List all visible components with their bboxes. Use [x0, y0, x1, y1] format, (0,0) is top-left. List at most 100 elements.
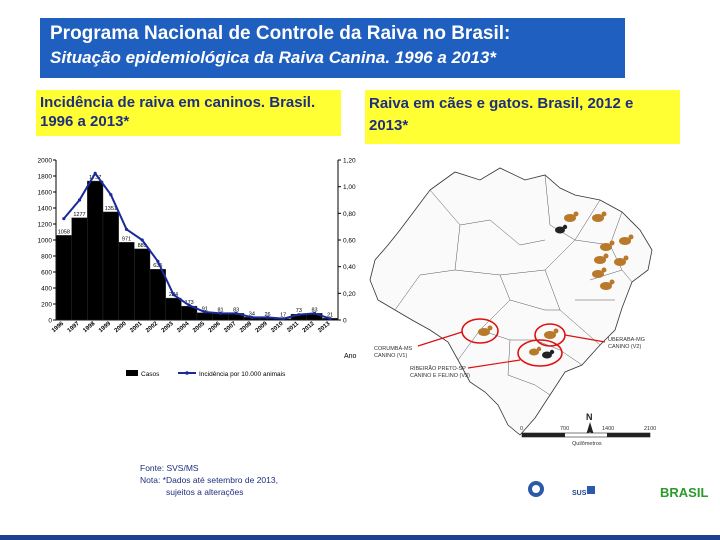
circle-ribeirao	[517, 339, 563, 367]
logo-strip: SUS BRASIL	[520, 475, 715, 505]
data-label: 83	[311, 307, 317, 313]
circle-corumba	[461, 318, 499, 344]
title-banner: Programa Nacional de Controle da Raiva n…	[40, 18, 625, 78]
incidence-point	[124, 227, 129, 231]
x-tick-label: 1999	[98, 321, 113, 335]
dog-icon	[619, 234, 634, 245]
bar	[87, 180, 104, 321]
y2-tick-label: 1,20	[343, 158, 356, 165]
x-tick-label: 1997	[67, 321, 82, 335]
cat-icons	[542, 224, 568, 359]
data-label: 1737	[89, 175, 101, 181]
y2-tick-label: 0	[343, 318, 347, 325]
svg-text:BRASIL: BRASIL	[660, 485, 708, 500]
y-tick-label: 1600	[38, 190, 53, 197]
x-tick-label: 2002	[145, 321, 160, 335]
incidence-point	[77, 198, 82, 202]
y-tick-label: 200	[41, 302, 52, 309]
brazil-map: N 0 700 1400 2100 Quilômetros CORUMBÁ-MS CANI…	[360, 150, 680, 450]
x-tick-label: 2005	[192, 321, 207, 335]
chart-panel-title: Incidência de raiva em caninos. Brasil. …	[36, 90, 341, 136]
logos-svg: SUS BRASIL	[528, 481, 708, 500]
leader-lines	[417, 331, 606, 369]
source-note: Fonte: SVS/MS Nota: *Dados até setembro …	[140, 462, 278, 498]
data-label: 73	[296, 308, 302, 314]
animal-icons	[478, 211, 634, 356]
x-tick-label: 2006	[208, 321, 223, 335]
x-tick-label: 1998	[82, 321, 97, 335]
data-label: 1351	[105, 206, 117, 212]
brasil-logo: BRASIL	[660, 485, 708, 500]
map-panel-title: Raiva em cães e gatos. Brasil, 2012 e 20…	[365, 90, 680, 144]
data-label: 173	[185, 300, 194, 306]
bar	[118, 242, 135, 321]
y-tick-label: 2000	[38, 158, 53, 165]
north-label: N	[586, 412, 593, 422]
dog-icon	[600, 279, 615, 290]
dog-icon	[600, 240, 615, 251]
y-tick-label: 1400	[38, 206, 53, 213]
bar	[196, 312, 213, 321]
scale-bar	[521, 432, 651, 438]
label-corumba-text: CORUMBÁ-MS CANINO (V1)	[374, 346, 413, 359]
incidence-point	[62, 217, 66, 221]
ministry-logo	[528, 481, 544, 497]
x-tick-label: 2009	[255, 321, 270, 335]
bar	[149, 268, 166, 321]
incidence-point	[234, 311, 238, 315]
dog-icon	[592, 211, 607, 222]
note-line-2: sujeitos a alterações	[166, 487, 244, 497]
label-corumba: CORUMBÁ-MS CANINO (V1)	[374, 346, 412, 360]
scale-tick-label: 2100	[644, 426, 656, 432]
incidence-point	[297, 313, 301, 317]
label-uberaba-text: UBERABA-MG CANINO (V2)	[608, 337, 645, 350]
x-tick-label: 2012	[302, 321, 317, 335]
y-tick-label: 1200	[38, 222, 53, 229]
label-uberaba: UBERABA-MG CANINO (V2)	[608, 337, 645, 351]
bar	[71, 217, 88, 321]
scale-tick-label: 0	[520, 426, 523, 432]
data-label: 971	[122, 236, 131, 242]
bottom-bar	[0, 535, 720, 540]
x-tick-label: 1996	[51, 321, 66, 335]
y-tick-label: 400	[41, 286, 52, 293]
x-tick-label: 2013	[317, 321, 332, 335]
incidence-point	[109, 193, 113, 197]
x-tick-label: 2010	[270, 321, 285, 335]
scale-labels: 0 700 1400 2100 Quilômetros	[520, 426, 656, 447]
data-label: 91	[202, 307, 208, 313]
cat-icon	[542, 349, 555, 359]
incidence-point	[265, 315, 270, 319]
incidence-point	[140, 238, 144, 242]
bar	[102, 211, 119, 321]
cat-icon	[555, 224, 568, 234]
x-tick-label: 2008	[239, 321, 254, 335]
brazil-map-svg: N 0 700 1400 2100 Quilômetros	[369, 167, 656, 447]
incidence-point	[156, 259, 160, 263]
data-label: 889	[138, 243, 147, 249]
bar	[55, 235, 72, 321]
legend-marker-incidencia	[185, 371, 189, 375]
brazil-outline	[369, 167, 653, 436]
incidence-point	[218, 311, 223, 315]
scale-tick-label: 1400	[602, 426, 614, 432]
data-label: 34	[249, 311, 255, 317]
data-label: 635	[153, 263, 162, 269]
incidence-point	[171, 293, 176, 297]
y2-tick-label: 1,00	[343, 184, 356, 191]
incidence-point	[203, 310, 207, 314]
y-tick-label: 1000	[38, 238, 53, 245]
scale-unit-label: Quilômetros	[572, 441, 602, 447]
chart-svg: 0 200 400 600 800 1000 1200 1400 1600 1800 2000 0 0,…	[38, 158, 357, 379]
incidence-point	[281, 317, 285, 321]
incidence-point	[93, 171, 97, 175]
y-tick-label: 1800	[38, 174, 53, 181]
data-label: 21	[327, 312, 333, 318]
dog-icon	[614, 255, 629, 266]
dog-icon	[544, 328, 559, 339]
data-label: 26	[264, 312, 270, 318]
data-label: 17	[280, 313, 286, 319]
svg-text:SUS: SUS	[572, 490, 587, 497]
dog-icon	[529, 346, 542, 356]
legend-swatch-casos	[126, 370, 138, 376]
